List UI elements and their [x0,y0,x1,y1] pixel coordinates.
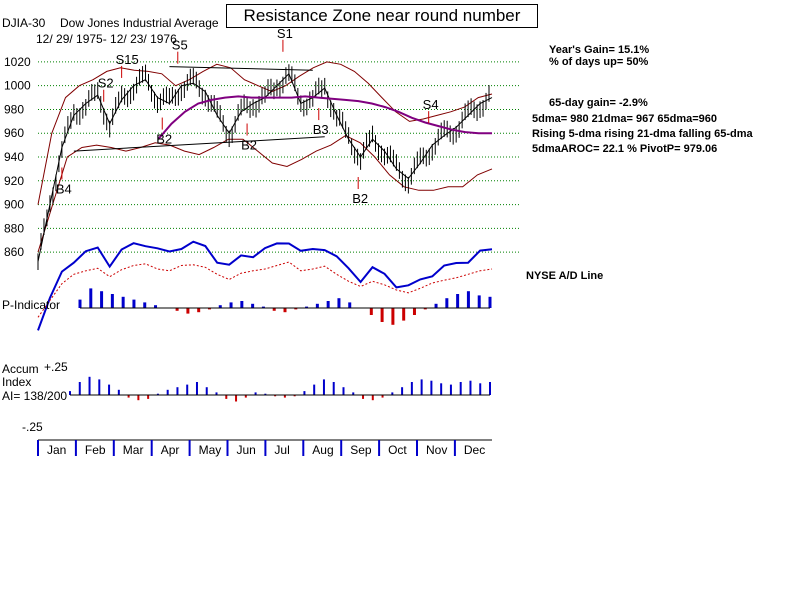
ad-line-average [37,261,493,318]
month-label: Dec [464,443,485,457]
ad-line-label: NYSE A/D Line [526,270,604,282]
price-bars [37,64,493,270]
month-axis: Jan Feb Mar Apr May Jun Jul Aug Sep Oct Nov Dec [37,439,492,457]
days-up: % of days up= 50% [549,56,649,68]
buy-signal-label: B3 [313,122,329,137]
date-range: 12/ 29/ 1975- 12/ 23/ 1976 [36,32,177,46]
y-tick-label: 860 [4,245,24,259]
month-label: Jan [47,443,66,457]
y-tick-label: 940 [4,150,24,164]
sma65-line [157,95,492,140]
accum-minus-tick: -.25 [22,420,43,434]
month-label: Sep [350,443,372,457]
gain-65-day: 65-day gain= -2.9% [549,97,648,109]
buy-signal-label: B4 [56,182,72,197]
y-tick-label: 960 [4,126,24,140]
month-label: Feb [85,443,106,457]
accum-index-histogram [69,376,491,402]
trend-summary: Rising 5-dma rising 21-dma falling 65-dm… [532,128,753,140]
y-tick-label: 920 [4,174,24,188]
month-label: Mar [123,443,144,457]
sma65 [157,95,492,140]
accum-plus-tick: +.25 [44,360,68,374]
index-label: Index [2,375,32,389]
month-label: Oct [388,443,407,457]
month-label: Nov [426,443,447,457]
aroc-pivot: 5dmaAROC= 22.1 % PivotP= 979.06 [532,143,718,155]
lower-band [37,135,493,253]
moving-averages: 5dma= 980 21dma= 967 65dma=960 [532,113,717,125]
y-tick-label: 1000 [4,79,31,93]
y-tick-label: 980 [4,102,24,116]
month-label: Apr [161,443,180,457]
ad-line [37,240,493,331]
ad-line [37,240,493,331]
buy-signal-label: B2 [156,132,172,147]
sell-signal-label: S4 [423,97,439,112]
ai-value: AI= 138/200 [2,389,68,403]
sell-signal-label: S15 [116,52,139,67]
chart-title: Resistance Zone near round number [226,4,538,28]
p-indicator-label: P-Indicator [2,298,61,312]
sell-signal-label: S1 [277,26,293,41]
accum-label: Accum [2,362,39,376]
month-label: May [199,443,222,457]
y-tick-label: 900 [4,198,24,212]
index-description: Dow Jones Industrial Average [60,16,219,30]
resistance-line [169,66,313,71]
price-gridlines [38,61,520,253]
y-tick-label: 880 [4,221,24,235]
support-line [73,136,325,152]
year-gain: Year's Gain= 15.1% [549,44,650,56]
month-label: Aug [312,443,333,457]
month-label: Jul [274,443,289,457]
index-name: DJIA-30 [2,16,46,30]
month-label: Jun [237,443,256,457]
p-indicator-histogram [78,288,492,325]
buy-signal-label: B2 [241,138,257,153]
y-tick-label: 1020 [4,55,31,69]
sell-signal-label: S2 [98,76,114,91]
price-axis-ticks: 860 880 900 920 940 960 980 1000 1020 [4,55,31,259]
buy-signal-label: B2 [352,191,368,206]
sell-signal-label: S5 [172,38,188,53]
